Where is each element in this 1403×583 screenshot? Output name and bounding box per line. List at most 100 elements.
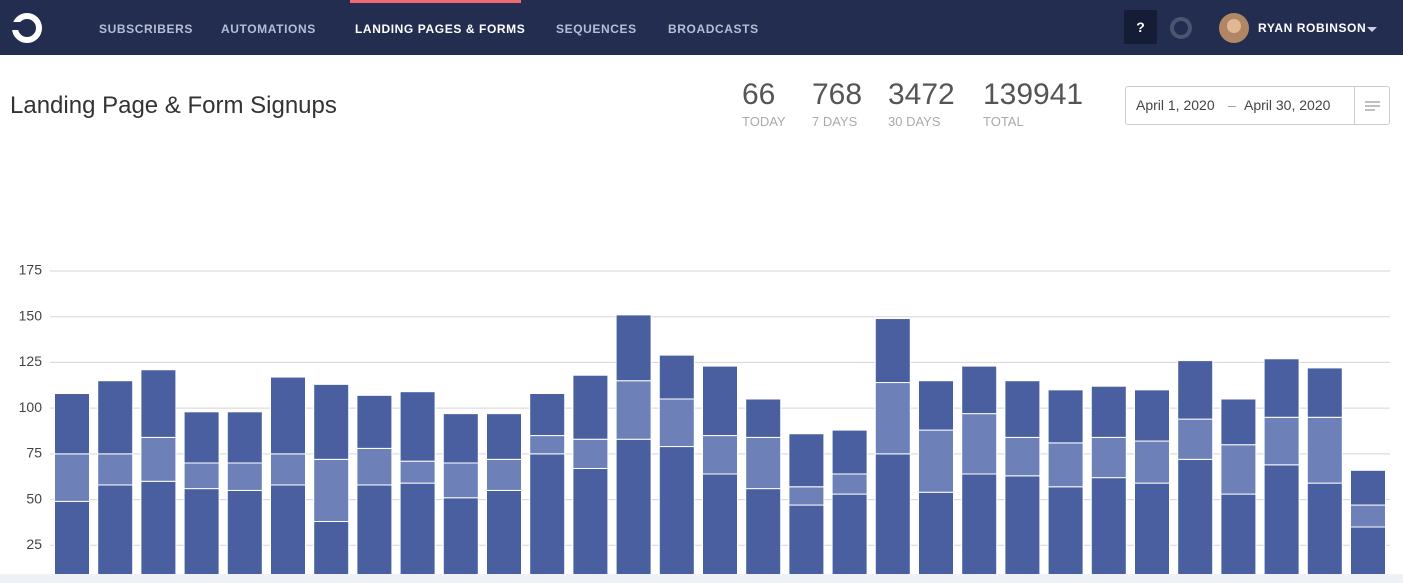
stat-label: 30 DAYS: [888, 114, 941, 129]
nav-item[interactable]: LANDING PAGES & FORMS: [355, 22, 526, 36]
bar-segment: [54, 453, 90, 502]
bar-segment: [529, 453, 566, 574]
stat: 768 7 DAYS: [812, 78, 862, 129]
nav-item[interactable]: SEQUENCES: [556, 22, 637, 36]
bar-segment: [1134, 482, 1170, 574]
bar-segment: [788, 504, 825, 574]
bar-segment: [658, 446, 695, 574]
bar-segment: [356, 394, 393, 449]
bar-segment: [831, 473, 868, 495]
bar-segment: [140, 369, 177, 438]
bar-segment: [1220, 444, 1257, 495]
bar-segment: [572, 467, 609, 574]
caret[interactable]: [1366, 26, 1378, 34]
bar-segment: [442, 462, 479, 499]
menu-button[interactable]: [1354, 87, 1390, 124]
bar-segment: [54, 500, 90, 574]
bar-segment: [270, 484, 306, 574]
top-bar: SUBSCRIBERS AUTOMATIONS LANDING PAGES & …: [0, 0, 1403, 55]
bar-segment: [270, 376, 306, 455]
stat-label: TODAY: [742, 114, 786, 129]
bar-segment: [788, 433, 825, 488]
bar-segment: [313, 458, 350, 523]
bar-segment: [658, 354, 695, 400]
bar-segment: [140, 436, 177, 482]
bar-segment: [918, 380, 954, 431]
bar-segment: [399, 460, 436, 484]
logo[interactable]: [0, 0, 55, 55]
bar-segment: [54, 393, 90, 455]
bar-segment: [572, 438, 609, 469]
nav-item[interactable]: SUBSCRIBERS: [99, 22, 193, 36]
bar-segment: [961, 365, 998, 415]
avatar[interactable]: [1218, 12, 1250, 44]
bar-segment: [529, 393, 566, 437]
bar-segment: [1220, 493, 1257, 574]
active-indicator: [350, 0, 521, 3]
bar-segment: [97, 380, 134, 455]
bar-segment: [226, 489, 263, 574]
bar-segment: [1134, 440, 1170, 484]
bar-segment: [486, 458, 522, 491]
nav-item[interactable]: AUTOMATIONS: [221, 22, 316, 36]
help-button[interactable]: ?: [1124, 10, 1157, 44]
bar-segment: [702, 365, 738, 437]
date-picker[interactable]: April 1, 2020 – April 30, 2020: [1125, 86, 1390, 125]
date-end[interactable]: April 30, 2020: [1244, 97, 1331, 113]
bar-segment: [874, 382, 911, 455]
y-tick-label: 25: [26, 536, 42, 552]
user-name[interactable]: RYAN ROBINSON: [1258, 21, 1367, 35]
nav-item[interactable]: BROADCASTS: [668, 22, 759, 36]
bar-segment: [97, 453, 134, 486]
bar-segment: [270, 453, 306, 486]
bar-segment: [961, 413, 998, 475]
date-start[interactable]: April 1, 2020: [1136, 97, 1215, 113]
bar-segment: [442, 497, 479, 574]
bar-segment: [658, 398, 695, 448]
date-separator: –: [1228, 97, 1236, 113]
stat-value: 139941: [983, 78, 1084, 111]
bar-segment: [831, 429, 868, 475]
bar-segment: [183, 488, 220, 574]
y-tick-label: 75: [26, 445, 42, 461]
bar-segment: [140, 480, 177, 574]
bar-segment: [183, 462, 220, 490]
bar-segment: [831, 493, 868, 574]
bar-segment: [1047, 486, 1084, 574]
bar-segment: [529, 435, 566, 455]
bar-segment: [1090, 436, 1127, 479]
bar-segment: [399, 482, 436, 574]
status-ring[interactable]: [1166, 13, 1196, 43]
bar-segment: [313, 521, 350, 574]
bar-segment: [615, 380, 652, 440]
stat: 3472 30 DAYS: [888, 78, 955, 129]
bar-segment: [1177, 418, 1214, 460]
page-title: Landing Page & Form Signups: [10, 92, 337, 119]
bar-segment: [745, 398, 782, 438]
bar-segment: [1306, 416, 1343, 484]
bar-segment: [788, 486, 825, 506]
bar-segment: [961, 473, 998, 574]
stat-value: 3472: [888, 78, 955, 111]
stat: 66 TODAY: [742, 78, 786, 129]
bar-segment: [572, 374, 609, 440]
bar-segment: [1134, 389, 1170, 442]
footer-strip: [0, 574, 1403, 583]
bar-segment: [1263, 358, 1300, 418]
stat-value: 768: [812, 78, 863, 111]
bar-segment: [1004, 380, 1041, 438]
bar-segment: [615, 438, 652, 574]
y-tick-label: 100: [19, 399, 43, 415]
bar-segment: [1004, 436, 1041, 477]
bar-segment: [1047, 389, 1084, 444]
stat: 139941 TOTAL: [983, 78, 1083, 129]
bar-segment: [1306, 367, 1343, 418]
bar-segment: [918, 491, 954, 574]
bar-segment: [1090, 385, 1127, 438]
bar-segment: [1047, 442, 1084, 488]
bar-segment: [226, 411, 263, 464]
bar-segment: [486, 489, 522, 574]
bar-segment: [1090, 477, 1127, 574]
